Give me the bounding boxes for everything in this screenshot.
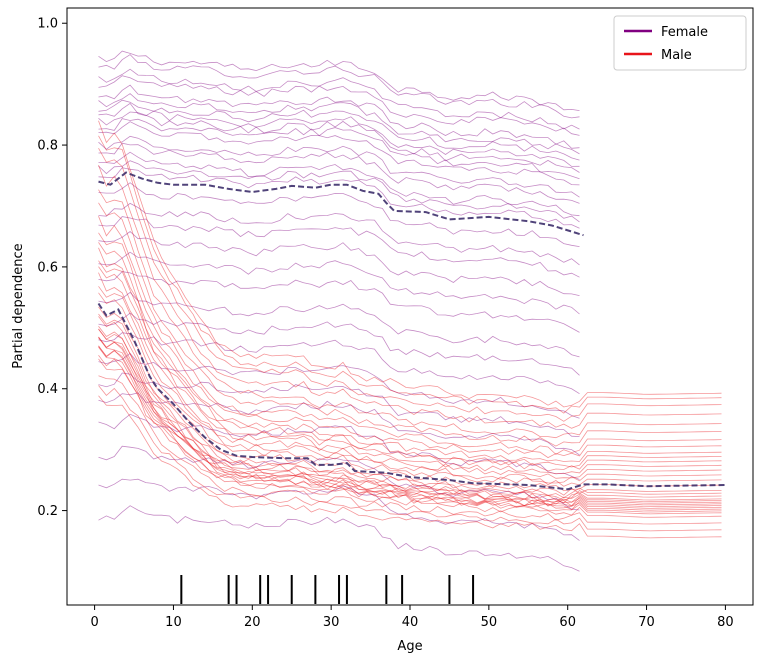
male-ice-curve (98, 375, 722, 525)
male-ice-curve (98, 346, 722, 511)
legend-label-female: Female (661, 25, 708, 40)
female-ice-curve (98, 372, 580, 437)
x-tick-label: 60 (559, 615, 576, 630)
female-ice-curve (98, 332, 580, 395)
female-ice-curve (98, 478, 580, 541)
male-ice-curve (98, 328, 722, 504)
male-ice-curve (98, 286, 722, 484)
y-axis-ticks: 0.2 0.4 0.6 0.8 1.0 (37, 17, 67, 519)
male-ice-curve (98, 354, 722, 515)
female-ice-curve (98, 505, 580, 572)
female-ice-curve (98, 413, 580, 480)
x-axis-ticks: 0 10 20 30 40 50 60 70 80 (90, 605, 734, 630)
male-ice-curve (98, 272, 722, 479)
y-tick-label: 0.2 (37, 504, 58, 519)
y-tick-label: 0.8 (37, 139, 58, 154)
male-ice-curve (98, 346, 722, 513)
female-ice-curve (98, 99, 580, 161)
plot-background (67, 8, 753, 605)
female-ice-curve (98, 216, 580, 278)
male-ice-curve (98, 216, 722, 455)
x-tick-label: 10 (165, 615, 182, 630)
female-ice-curve (98, 54, 580, 119)
female-ice-curve (98, 142, 580, 204)
male-ice-curve (98, 316, 722, 499)
legend-box (613, 15, 747, 71)
male-ice-curve (98, 358, 722, 518)
x-tick-label: 70 (638, 615, 655, 630)
male-ice-curve (98, 189, 722, 439)
female-ice-curve (98, 167, 580, 229)
x-axis-title: Age (397, 639, 422, 654)
male-ice-curve (98, 120, 722, 408)
male-ice-curve (98, 336, 722, 505)
male-ice-curve (98, 292, 722, 487)
ice-curves (98, 50, 722, 572)
female-ice-curve (98, 151, 580, 217)
female-ice-curve (98, 230, 580, 296)
x-tick-label: 20 (244, 615, 261, 630)
male-ice-curve (98, 395, 722, 539)
x-tick-label: 50 (481, 615, 498, 630)
male-ice-curve (98, 385, 722, 532)
female-ice-curve (98, 68, 580, 130)
legend: Female Male (613, 15, 747, 71)
female-ice-curve (98, 352, 580, 419)
female-ice-curve (98, 84, 580, 149)
male-ice-curve (98, 345, 722, 509)
male-average-line (97, 302, 726, 491)
female-ice-curve (98, 75, 580, 136)
x-tick-label: 0 (90, 615, 98, 630)
male-ice-curve (98, 165, 722, 429)
male-ice-curve (98, 337, 722, 507)
male-ice-curve (98, 260, 722, 472)
male-ice-curve (98, 313, 722, 496)
y-tick-label: 0.4 (37, 382, 58, 397)
female-ice-curve (98, 291, 580, 358)
female-ice-curve (98, 182, 580, 247)
male-ice-curve (98, 135, 722, 414)
male-ice-curve (98, 148, 722, 422)
rug-marks (180, 575, 475, 604)
y-axis-title: Partial dependence (11, 243, 26, 368)
x-tick-label: 40 (402, 615, 419, 630)
female-ice-curve (98, 111, 580, 173)
average-curves (97, 171, 726, 491)
female-ice-curve (98, 93, 580, 155)
male-ice-curve (98, 337, 722, 508)
male-ice-curve (98, 325, 722, 501)
x-tick-label: 30 (323, 615, 340, 630)
male-ice-curve (98, 232, 722, 459)
female-ice-curve (98, 392, 580, 456)
female-ice-curve (98, 135, 580, 198)
male-ice-curve (98, 242, 722, 462)
female-ice-curve (98, 121, 580, 186)
female-ice-curve (98, 445, 580, 511)
y-tick-label: 1.0 (37, 17, 58, 32)
x-tick-label: 80 (717, 615, 734, 630)
female-ice-curve (98, 102, 580, 167)
female-ice-curve (98, 50, 580, 111)
y-tick-label: 0.6 (37, 260, 58, 275)
female-ice-curve (98, 118, 580, 180)
male-ice-curve (98, 247, 722, 468)
female-ice-curve (98, 160, 580, 223)
male-ice-curve (98, 266, 722, 475)
female-ice-curve (98, 312, 580, 376)
male-ice-curve (98, 328, 722, 503)
male-ice-curve (98, 202, 722, 447)
legend-label-male: Male (661, 48, 692, 63)
female-ice-curve (98, 271, 580, 333)
female-ice-curve (98, 251, 580, 315)
female-ice-curve (98, 202, 580, 266)
